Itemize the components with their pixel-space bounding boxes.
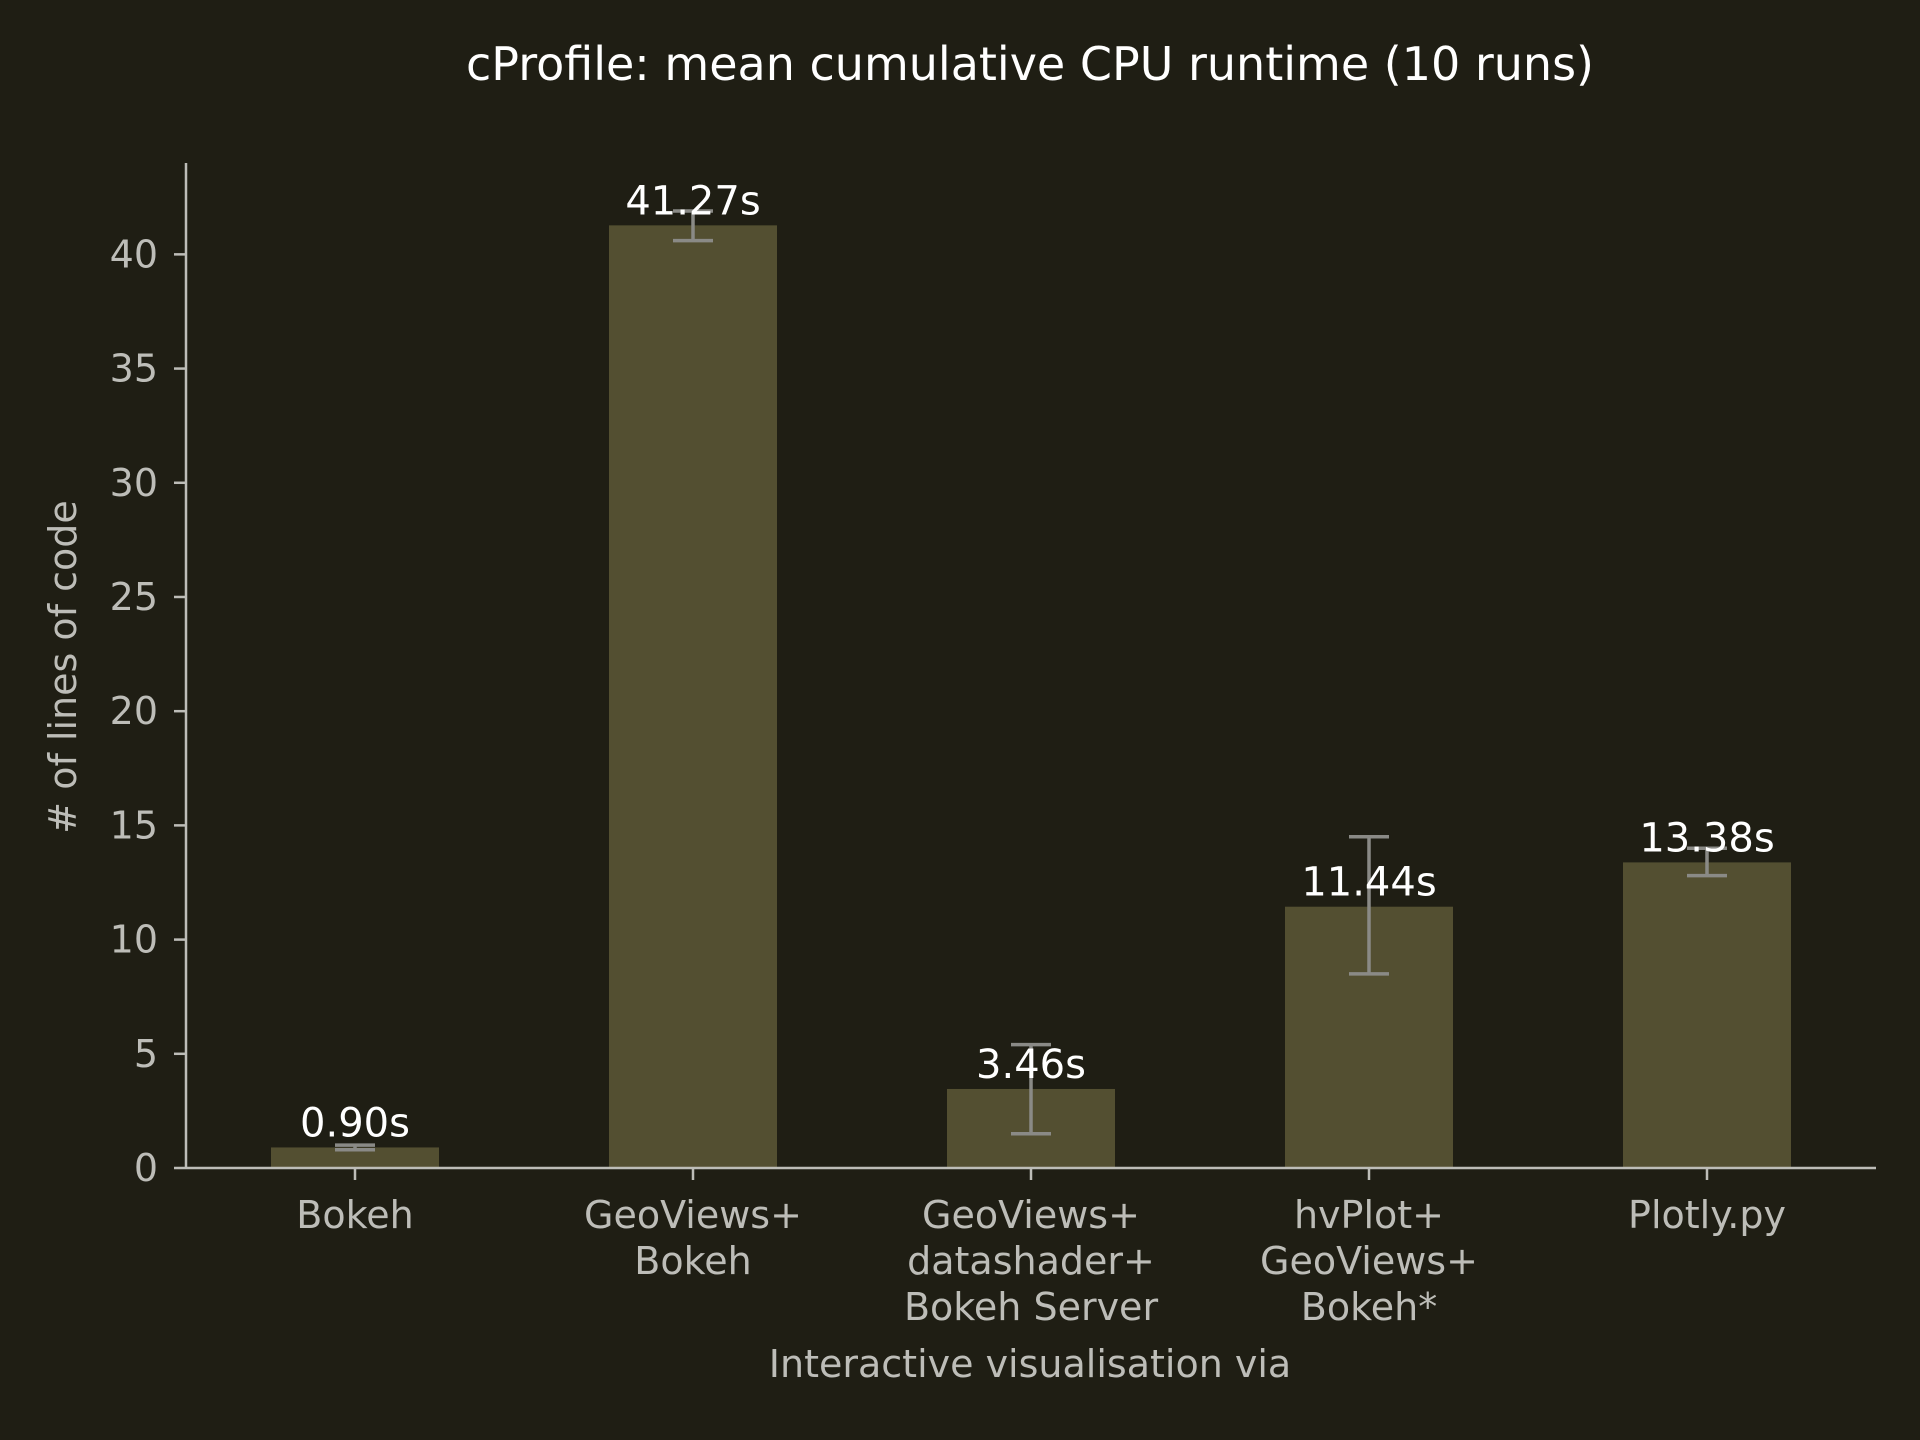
x-tick-label: hvPlot+ GeoViews+ Bokeh* [1260, 1193, 1478, 1329]
data-label: 3.46s [976, 1042, 1086, 1088]
x-tick-label: GeoViews+ Bokeh [584, 1193, 802, 1283]
data-label: 41.27s [625, 178, 760, 224]
bar [609, 225, 777, 1168]
x-tick-label: Bokeh [296, 1193, 413, 1237]
bar [1623, 862, 1791, 1168]
x-axis-label: Interactive visualisation via [769, 1342, 1291, 1386]
plot-area: 0 5 10 15 20 25 30 35 40 Bokeh GeoViews+ Bokeh GeoVi… [110, 163, 1876, 1329]
y-tick-label: 10 [110, 918, 158, 962]
data-label: 11.44s [1301, 860, 1436, 906]
y-tick-label: 25 [110, 575, 158, 619]
y-tick-label: 5 [134, 1032, 158, 1076]
y-tick-label: 30 [110, 461, 158, 505]
y-tick-label: 0 [134, 1146, 158, 1190]
y-tick-label: 40 [110, 232, 158, 276]
y-tick-label: 15 [110, 803, 158, 847]
x-tick-label: Plotly.py [1628, 1193, 1786, 1237]
chart-title: cProfile: mean cumulative CPU runtime (1… [466, 37, 1594, 91]
y-tick-label: 35 [110, 347, 158, 391]
data-label: 13.38s [1639, 815, 1774, 861]
y-tick-label: 20 [110, 689, 158, 733]
x-tick-label: GeoViews+ datashader+ Bokeh Server [904, 1193, 1159, 1329]
data-label: 0.90s [300, 1100, 410, 1146]
bar [271, 1147, 439, 1168]
y-axis-label: # of lines of code [41, 500, 85, 833]
